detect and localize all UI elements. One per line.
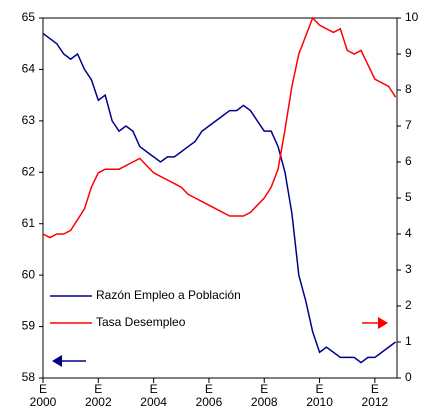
x-tick-label: E 2000	[29, 382, 57, 409]
y2-tick-label: 7	[405, 118, 412, 132]
y-tick-label: 58	[22, 370, 36, 384]
x-tick-label: E 2012	[361, 382, 389, 409]
series-line	[42, 32, 397, 364]
y-tick-label: 63	[22, 113, 36, 127]
y2-tick-label: 1	[405, 334, 412, 348]
left-arrow	[52, 355, 86, 367]
y-tick-label: 65	[22, 10, 36, 24]
legend-label: Tasa Desempleo	[96, 315, 186, 329]
y2-tick-label: 8	[405, 82, 412, 96]
y2-tick-label: 2	[405, 298, 412, 312]
legend-label: Razón Empleo a Población	[96, 288, 241, 302]
right-arrow	[362, 317, 388, 329]
y2-tick-label: 3	[405, 262, 412, 276]
x-tick-label: E 2006	[195, 382, 223, 409]
y-tick-label: 62	[22, 164, 36, 178]
y2-tick-label: 6	[405, 154, 412, 168]
x-tick-label: E 2010	[306, 382, 333, 409]
x-tick-label: E 2002	[84, 382, 112, 409]
y-tick-label: 64	[22, 62, 36, 76]
y-tick-label: 59	[22, 319, 36, 333]
y2-tick-label: 9	[405, 46, 412, 60]
y2-tick-label: 10	[405, 10, 419, 24]
y2-tick-label: 0	[405, 370, 412, 384]
series-line	[42, 16, 397, 239]
y2-tick-label: 5	[405, 190, 412, 204]
y-tick-label: 61	[22, 216, 36, 230]
x-tick-label: E 2008	[250, 382, 278, 409]
x-tick-label: E 2004	[140, 382, 167, 409]
y-tick-label: 60	[22, 267, 36, 281]
y2-tick-label: 4	[405, 226, 412, 240]
